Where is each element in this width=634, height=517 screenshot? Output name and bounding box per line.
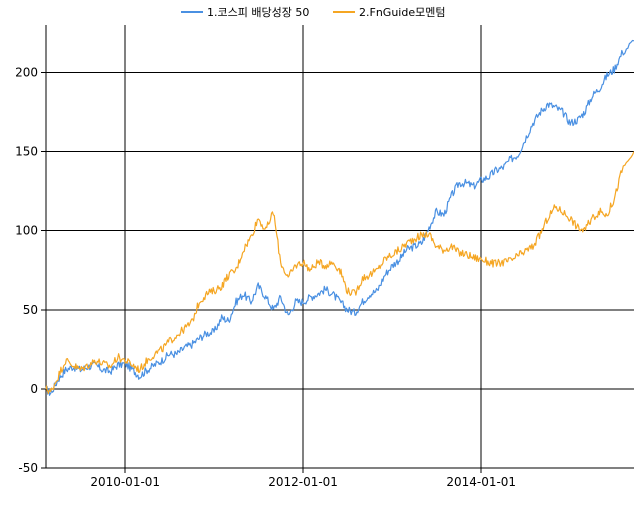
x-tick-label: 2012-01-01 [268,475,338,489]
grid-lines [46,25,634,469]
axes [41,25,634,473]
legend-label-series-1: 1.코스피 배당성장 50 [207,6,309,19]
x-tick-label: 2014-01-01 [446,475,516,489]
legend-label-series-2: 2.FnGuide모멘텀 [359,6,445,19]
y-tick-label: 200 [15,65,38,79]
series-line-1 [45,39,634,396]
y-tick-labels: -50 0 50 100 150 200 [15,65,38,475]
y-tick-label: 150 [15,145,38,159]
y-tick-label: 100 [15,224,38,238]
x-tick-label: 2010-01-01 [90,475,160,489]
y-tick-label: 50 [23,303,38,317]
y-tick-label: 0 [30,382,38,396]
series-line-2 [45,151,634,395]
legend: 1.코스피 배당성장 50 2.FnGuide모멘텀 [181,6,445,19]
series-layer [45,39,634,396]
y-tick-label: -50 [18,461,38,475]
x-tick-labels: 2010-01-01 2012-01-01 2014-01-01 [90,475,516,489]
